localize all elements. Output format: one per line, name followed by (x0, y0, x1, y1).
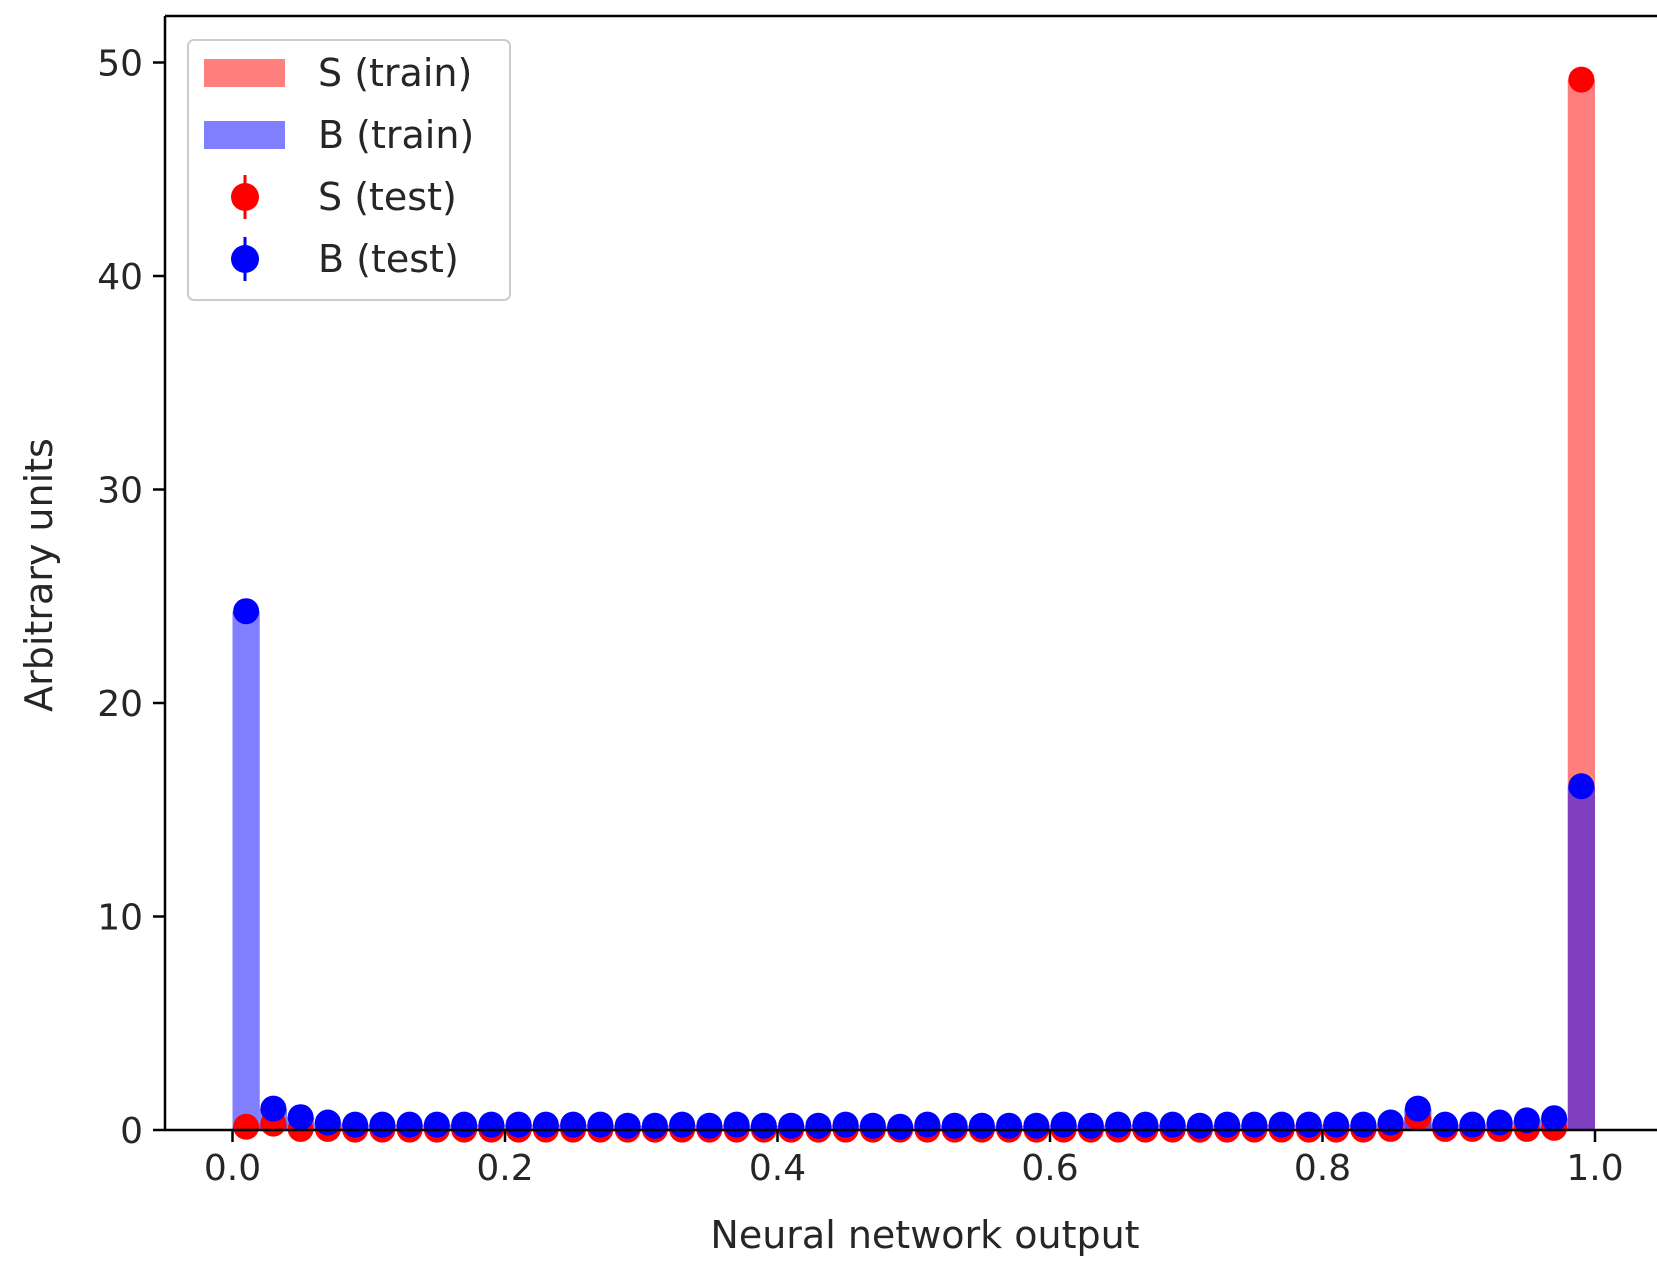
data-point (233, 598, 260, 625)
y-tick-label: 10 (97, 898, 143, 939)
data-point (1295, 1111, 1322, 1138)
y-tick-label: 20 (97, 684, 143, 725)
data-point (1132, 1111, 1159, 1138)
data-point (1077, 1112, 1104, 1139)
data-point (478, 1111, 505, 1138)
x-tick-label: 0.4 (749, 1148, 806, 1189)
data-point (859, 1112, 886, 1139)
data-point (233, 1113, 260, 1140)
legend-marker (231, 183, 259, 211)
test-points (233, 66, 1595, 1143)
histogram-bar (1567, 786, 1595, 1130)
data-point (260, 1095, 287, 1122)
data-point (641, 1112, 668, 1139)
tick-labels: 0.0 0.2 0.4 0.6 0.8 1.0 0 10 20 30 40 50 (97, 44, 1623, 1190)
legend: S (train) B (train) S (test) B (test) (187, 39, 511, 301)
data-point (1323, 1111, 1350, 1138)
data-point (1214, 1111, 1241, 1138)
data-point (1568, 66, 1595, 93)
data-point (560, 1111, 587, 1138)
data-point (1159, 1111, 1186, 1138)
x-tick-label: 1.0 (1566, 1148, 1623, 1189)
legend-patch (204, 59, 285, 87)
data-point (1404, 1095, 1431, 1122)
legend-box (187, 39, 511, 301)
y-tick-label: 0 (120, 1111, 143, 1152)
data-point (750, 1112, 777, 1139)
data-point (1486, 1109, 1513, 1136)
data-point (423, 1111, 450, 1138)
data-point (778, 1112, 805, 1139)
data-point (369, 1111, 396, 1138)
data-point (1105, 1111, 1132, 1138)
data-point (669, 1111, 696, 1138)
data-point (1377, 1109, 1404, 1136)
legend-label: S (train) (318, 51, 472, 95)
y-tick-label: 30 (97, 471, 143, 512)
histogram-bar (232, 611, 260, 1130)
data-point (1350, 1111, 1377, 1138)
data-point (696, 1112, 723, 1139)
data-point (996, 1112, 1023, 1139)
data-point (287, 1104, 314, 1131)
data-point (914, 1111, 941, 1138)
data-point (723, 1111, 750, 1138)
legend-label: B (train) (318, 113, 474, 157)
data-point (342, 1111, 369, 1138)
data-point (505, 1111, 532, 1138)
x-axis-label: Neural network output (710, 1213, 1139, 1257)
data-point (941, 1112, 968, 1139)
legend-label: S (test) (318, 175, 457, 219)
data-point (532, 1111, 559, 1138)
data-point (1459, 1111, 1486, 1138)
legend-label: B (test) (318, 237, 459, 281)
data-point (968, 1112, 995, 1139)
data-point (451, 1111, 478, 1138)
x-tick-label: 0.6 (1021, 1148, 1078, 1189)
x-tick-label: 0.2 (476, 1148, 533, 1189)
legend-marker (231, 245, 259, 273)
data-point (1050, 1111, 1077, 1138)
x-tick-label: 0.8 (1294, 1148, 1351, 1189)
x-tick-label: 0.0 (204, 1148, 261, 1189)
y-tick-label: 50 (97, 44, 143, 85)
data-point (587, 1111, 614, 1138)
data-point (1513, 1107, 1540, 1134)
data-point (1541, 1105, 1568, 1132)
data-point (832, 1111, 859, 1138)
data-point (396, 1111, 423, 1138)
y-tick-label: 40 (97, 257, 143, 298)
data-point (1186, 1112, 1213, 1139)
data-point (314, 1109, 341, 1136)
data-point (1023, 1112, 1050, 1139)
axes (153, 14, 1657, 1142)
data-point (614, 1112, 641, 1139)
data-point (1268, 1111, 1295, 1138)
data-point (805, 1112, 832, 1139)
data-point (887, 1113, 914, 1140)
data-point (1432, 1111, 1459, 1138)
legend-patch (204, 121, 285, 149)
y-axis-label: Arbitrary units (17, 438, 61, 712)
data-point (1568, 773, 1595, 800)
data-point (1241, 1111, 1268, 1138)
